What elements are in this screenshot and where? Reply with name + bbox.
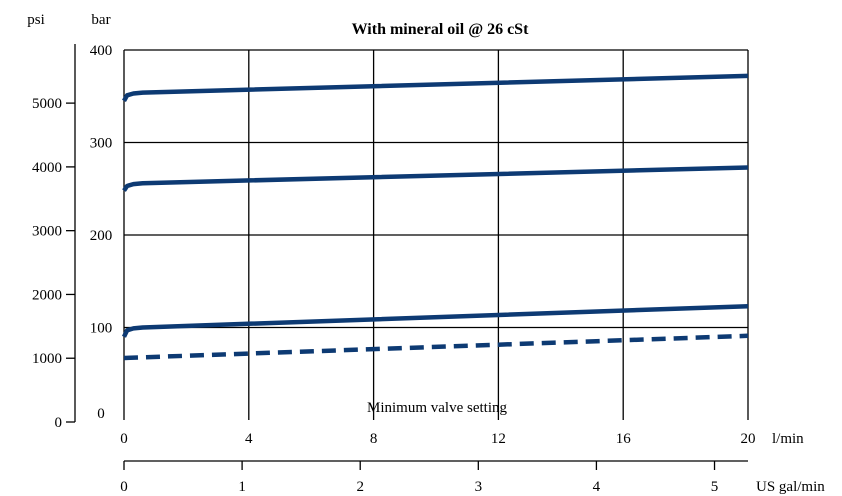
x-tick-label-gal-2: 2: [356, 479, 364, 495]
x-tick-label-gal-1: 1: [238, 479, 246, 495]
x-axis-label-gal: US gal/min: [756, 479, 825, 495]
series-line-4: [123, 333, 749, 361]
y-tick-label-bar-400: 400: [90, 43, 113, 59]
y-tick-label-psi-1000: 1000: [32, 351, 62, 367]
y-axis-label-bar: bar: [91, 12, 110, 28]
y-tick-label-bar-200: 200: [90, 228, 113, 244]
y-tick-label-psi-0: 0: [55, 415, 63, 431]
annotation-minimum-valve-setting: Minimum valve setting: [367, 400, 507, 416]
x-tick-label-lmin-0: 0: [120, 431, 128, 447]
y-tick-label-bar-300: 300: [90, 136, 113, 152]
x-tick-label-lmin-16: 16: [616, 431, 632, 447]
plot-area: [123, 49, 749, 420]
y-tick-label-bar-100: 100: [90, 321, 113, 337]
x-tick-label-lmin-4: 4: [245, 431, 253, 447]
x-tick-label-gal-5: 5: [711, 479, 719, 495]
series-line-1: [122, 73, 749, 102]
series-line-2: [122, 165, 749, 192]
y-axis-label-psi: psi: [27, 12, 45, 28]
x-tick-label-gal-0: 0: [120, 479, 128, 495]
y-tick-label-psi-4000: 4000: [32, 160, 62, 176]
x-tick-label-gal-4: 4: [593, 479, 601, 495]
series-group: [121, 73, 749, 361]
x-axis-label-lmin: l/min: [772, 431, 804, 447]
y-tick-label-psi-2000: 2000: [32, 287, 62, 303]
y-tick-label-psi-5000: 5000: [32, 96, 62, 112]
y-tick-label-psi-3000: 3000: [32, 224, 62, 240]
series-line-3: [121, 303, 749, 338]
x-tick-label-lmin-8: 8: [370, 431, 378, 447]
x-tick-label-lmin-12: 12: [491, 431, 506, 447]
x-tick-label-lmin-20: 20: [741, 431, 756, 447]
chart-title: With mineral oil @ 26 cSt: [352, 21, 529, 38]
y-tick-label-bar-0: 0: [97, 406, 105, 422]
x-tick-label-gal-3: 3: [475, 479, 483, 495]
